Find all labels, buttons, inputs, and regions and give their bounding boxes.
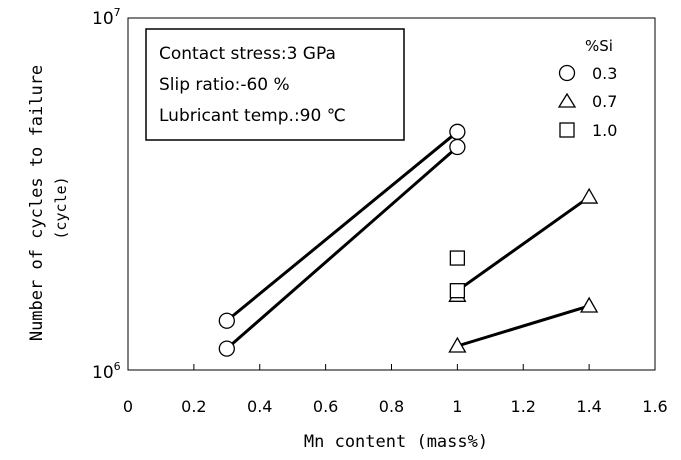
legend-triangle-marker bbox=[557, 92, 577, 108]
x-tick-label: 0.6 bbox=[313, 397, 338, 416]
x-tick-label: 0.4 bbox=[247, 397, 272, 416]
legend-circle-marker bbox=[558, 64, 576, 82]
circle-marker-si-0.3 bbox=[449, 138, 466, 156]
condition-slip-ratio: Slip ratio:-60 % bbox=[159, 75, 290, 95]
fit-lines bbox=[225, 130, 590, 350]
fit-line bbox=[225, 145, 459, 350]
legend-label-0.3: 0.3 bbox=[592, 64, 617, 83]
legend-label-0.7: 0.7 bbox=[592, 92, 617, 111]
x-axis-title: Mn content (mass%) bbox=[304, 432, 488, 452]
x-tick-label: 1.2 bbox=[511, 397, 536, 416]
fit-line bbox=[456, 304, 590, 348]
y-tick-label-bottom: 106 bbox=[92, 360, 121, 383]
y-axis-unit: (cycle) bbox=[52, 176, 70, 239]
square-marker-si-1.0 bbox=[449, 250, 466, 266]
square-marker-si-1.0 bbox=[449, 283, 466, 299]
fit-line bbox=[225, 130, 459, 322]
circle-marker-si-0.3 bbox=[218, 340, 235, 357]
circle-marker-si-0.3 bbox=[218, 312, 235, 329]
legend-label-1.0: 1.0 bbox=[592, 121, 617, 140]
legend: %Si 0.3 0.7 1.0 bbox=[557, 37, 617, 140]
x-tick-label: 0 bbox=[123, 397, 133, 416]
condition-lubricant-temp: Lubricant temp.:90 ℃ bbox=[159, 106, 346, 126]
x-tick-label: 1.4 bbox=[576, 397, 601, 416]
circle-marker-si-0.3 bbox=[449, 123, 466, 140]
fit-line bbox=[456, 195, 590, 292]
triangle-marker-si-0.7 bbox=[580, 296, 599, 313]
y-axis-title: Number of cycles to failure bbox=[27, 65, 47, 341]
x-tick-label: 0.8 bbox=[379, 397, 404, 416]
conditions-box bbox=[145, 28, 405, 141]
legend-title: %Si bbox=[585, 37, 613, 55]
x-tick-label: 1 bbox=[452, 397, 462, 416]
legend-square-marker bbox=[559, 122, 575, 138]
triangle-marker-si-0.7 bbox=[448, 336, 467, 353]
x-tick-label: 0.2 bbox=[181, 397, 206, 416]
triangle-marker-si-0.7 bbox=[580, 187, 599, 204]
y-tick-label-top: 107 bbox=[92, 6, 121, 29]
condition-contact-stress: Contact stress:3 GPa bbox=[159, 44, 336, 64]
x-tick-label: 1.6 bbox=[642, 397, 667, 416]
x-axis-ticks: 0 0.2 0.4 0.6 0.8 1 1.2 1.4 1.6 bbox=[123, 364, 668, 416]
data-markers bbox=[218, 123, 599, 357]
